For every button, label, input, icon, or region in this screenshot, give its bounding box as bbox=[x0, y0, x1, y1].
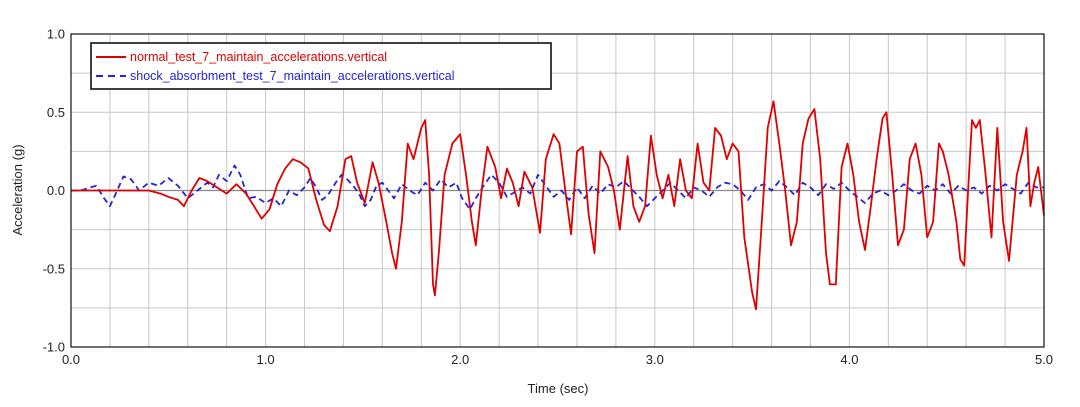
legend-label-normal: normal_test_7_maintain_accelerations.ver… bbox=[130, 50, 387, 64]
x-tick-label: 3.0 bbox=[646, 352, 664, 367]
y-tick-label: -1.0 bbox=[43, 340, 65, 355]
legend: normal_test_7_maintain_accelerations.ver… bbox=[90, 42, 552, 90]
y-tick-label: 0.5 bbox=[47, 105, 65, 120]
legend-label-shock-absorbment: shock_absorbment_test_7_maintain_acceler… bbox=[130, 69, 455, 83]
x-tick-label: 5.0 bbox=[1035, 352, 1053, 367]
x-tick-label: 0.0 bbox=[62, 352, 80, 367]
x-axis-ticks: 0.0 1.0 2.0 3.0 4.0 5.0 bbox=[62, 352, 1053, 367]
x-tick-label: 4.0 bbox=[840, 352, 858, 367]
series-line-shock-absorbment bbox=[71, 164, 1044, 211]
y-tick-label: 1.0 bbox=[47, 27, 65, 42]
y-tick-label: -0.5 bbox=[43, 261, 65, 276]
x-tick-label: 1.0 bbox=[257, 352, 275, 367]
series-line-normal bbox=[71, 100, 1045, 311]
y-axis-ticks: -1.0 -0.5 0.0 0.5 1.0 bbox=[43, 27, 65, 355]
plot-frame bbox=[70, 33, 1045, 348]
y-tick-label: 0.0 bbox=[47, 183, 65, 198]
series-layer bbox=[71, 100, 1045, 311]
x-tick-label: 2.0 bbox=[451, 352, 469, 367]
y-axis-label: Acceleration (g) bbox=[10, 144, 25, 235]
legend-box bbox=[90, 42, 552, 90]
x-axis-label: Time (sec) bbox=[528, 381, 589, 396]
